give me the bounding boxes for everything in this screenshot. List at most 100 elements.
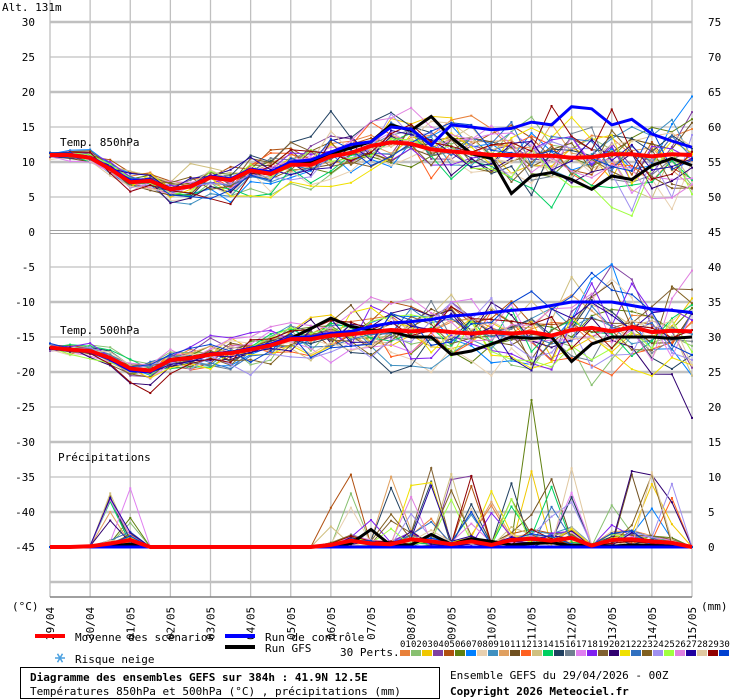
member-17-point	[309, 154, 312, 157]
member-27-point	[691, 157, 693, 160]
member-15-point	[650, 356, 653, 359]
member-20-point	[590, 170, 593, 173]
member-17-point	[550, 339, 553, 342]
member-19-point	[670, 287, 673, 290]
member-number: 27	[686, 640, 697, 650]
member-11-point	[349, 304, 352, 307]
member-02-point	[590, 384, 593, 387]
member-29-point	[129, 190, 132, 193]
member-18-point	[189, 345, 192, 348]
member-28-point	[470, 136, 473, 139]
member-number: 02	[411, 640, 422, 650]
member-08-point	[630, 296, 633, 299]
member-08-point	[269, 190, 272, 193]
member-17-point	[249, 343, 252, 346]
member-13-point	[590, 167, 593, 170]
left-tick-label: -45	[15, 541, 35, 554]
member-22-point	[410, 132, 413, 135]
member-17-point	[189, 181, 192, 184]
member-23-point	[691, 302, 693, 305]
member-29-point	[450, 305, 453, 308]
member-swatch	[675, 650, 685, 656]
member-17-point	[590, 161, 593, 164]
member-01-point	[691, 128, 693, 131]
member-29-point	[149, 184, 152, 187]
member-17-point	[349, 348, 352, 351]
member-27-point	[249, 156, 252, 159]
member-08-point	[510, 172, 513, 175]
member-03-point	[630, 332, 633, 335]
member-29-point	[329, 319, 332, 322]
member-21-point	[289, 180, 292, 183]
member-23-point	[550, 341, 553, 344]
member-25-point	[390, 137, 393, 140]
member-17-point	[309, 347, 312, 350]
member-28-point	[349, 349, 352, 352]
member-12-point	[269, 351, 272, 354]
member-16-point	[269, 157, 272, 160]
right-tick-label: 30	[708, 331, 721, 344]
member-21-point	[490, 490, 493, 493]
member-26-point	[349, 312, 352, 315]
member-30-point	[630, 169, 633, 172]
member-30-point	[329, 138, 332, 141]
member-04-point	[670, 145, 673, 148]
member-02-point	[670, 335, 673, 338]
member-22-point	[670, 348, 673, 351]
member-25-point	[630, 214, 633, 217]
member-10-point	[450, 319, 453, 322]
member-11-point	[490, 140, 493, 143]
member-20-point	[550, 346, 553, 349]
member-25-point	[69, 353, 72, 356]
member-25-point	[530, 359, 533, 362]
right-tick-label: 20	[708, 401, 721, 414]
member-06-point	[450, 350, 453, 353]
member-25-point	[510, 176, 513, 179]
left-tick-label: -30	[15, 436, 35, 449]
member-swatch	[488, 650, 498, 656]
right-tick-label: 75	[708, 16, 721, 29]
member-27-point	[430, 484, 433, 487]
member-27-point	[510, 536, 513, 539]
member-30-point	[530, 290, 533, 293]
member-23-point	[510, 160, 513, 163]
member-04-point	[570, 310, 573, 313]
chart-title: Diagramme des ensembles GEFS sur 384h : …	[30, 671, 368, 684]
member-05-point	[329, 158, 332, 161]
member-28-point	[329, 130, 332, 133]
member-18-point	[610, 524, 613, 527]
member-18-point	[610, 324, 613, 327]
member-03-point	[530, 319, 533, 322]
member-23-point	[530, 363, 533, 366]
member-19-point	[430, 323, 433, 326]
member-12-point	[590, 364, 593, 367]
member-16-point	[189, 361, 192, 364]
member-30-point	[229, 188, 232, 191]
member-number: 12	[521, 640, 532, 650]
member-01-point	[430, 517, 433, 520]
member-29-point	[510, 141, 513, 144]
member-11-point	[129, 183, 132, 186]
member-28-point	[109, 539, 112, 542]
x-tick-label: 11/05	[526, 607, 539, 640]
member-11-point	[650, 143, 653, 146]
member-17-point	[329, 361, 332, 364]
member-19-point	[510, 180, 513, 183]
member-14-point	[269, 192, 272, 195]
member-18-point	[610, 145, 613, 148]
member-20-point	[229, 358, 232, 361]
right-tick-label: 55	[708, 156, 721, 169]
member-11-point	[510, 343, 513, 346]
member-29-point	[229, 361, 232, 364]
member-24-point	[590, 147, 593, 150]
member-04-point	[650, 325, 653, 328]
member-21-point	[209, 368, 212, 371]
member-number: 20	[609, 640, 620, 650]
member-29-point	[450, 145, 453, 148]
left-tick-label: 5	[28, 191, 35, 204]
member-01-point	[470, 114, 473, 117]
member-28-point	[610, 143, 613, 146]
member-26-point	[590, 292, 593, 295]
member-number: 11	[510, 640, 521, 650]
member-23-point	[209, 349, 212, 352]
